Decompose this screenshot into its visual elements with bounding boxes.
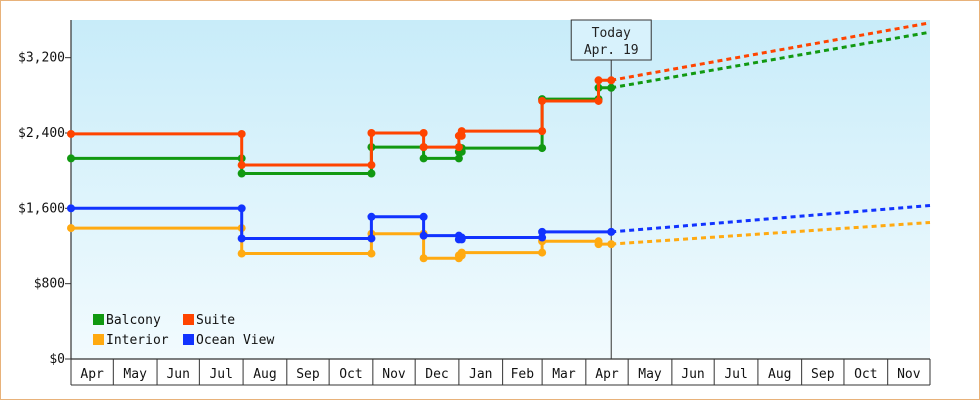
- data-point: [237, 129, 246, 138]
- x-tick-label: Oct: [854, 367, 877, 382]
- data-point: [367, 129, 376, 137]
- x-tick-label: Oct: [339, 367, 362, 382]
- data-point: [237, 161, 246, 170]
- data-point: [607, 83, 616, 92]
- x-tick-label: Nov: [897, 367, 921, 382]
- data-point: [367, 169, 376, 178]
- x-tick-label: Jun: [681, 367, 704, 382]
- legend-swatch-ocean-view: [183, 334, 194, 345]
- data-point: [607, 76, 616, 85]
- x-tick-label: Jul: [724, 367, 747, 382]
- x-tick-label: Feb: [511, 367, 535, 382]
- x-tick-label: May: [123, 367, 147, 382]
- x-tick-label: Sep: [296, 367, 320, 382]
- x-tick-label: Apr: [80, 367, 104, 382]
- legend-label-balcony: Balcony: [106, 313, 161, 328]
- legend-label-interior: Interior: [106, 333, 169, 348]
- x-tick-label: Jan: [469, 367, 492, 382]
- data-point: [67, 224, 75, 233]
- y-tick-label: $800: [34, 277, 65, 292]
- x-tick-label: Jul: [209, 367, 232, 382]
- data-point: [419, 154, 428, 163]
- data-point: [237, 169, 246, 178]
- data-point: [237, 234, 246, 243]
- data-point: [607, 227, 616, 236]
- data-point: [594, 76, 603, 85]
- series-ocean-view: [67, 204, 931, 244]
- data-point: [538, 233, 547, 242]
- y-tick-label: $3,200: [18, 51, 65, 66]
- legend-label-ocean-view: Ocean View: [196, 333, 274, 348]
- series-line-suite: [71, 78, 612, 167]
- data-point: [67, 204, 75, 213]
- y-tick-label: $2,400: [18, 126, 65, 141]
- x-tick-label: Apr: [595, 367, 619, 382]
- x-tick-label: Sep: [811, 367, 835, 382]
- data-point: [454, 143, 463, 152]
- today-date-label: Apr. 19: [584, 43, 639, 58]
- data-point: [538, 144, 547, 153]
- data-point: [67, 129, 75, 138]
- data-point: [607, 240, 616, 249]
- data-point: [457, 233, 466, 242]
- legend-swatch-suite: [183, 314, 194, 325]
- x-tick-label: Mar: [552, 367, 576, 382]
- x-tick-label: Nov: [382, 367, 406, 382]
- data-point: [538, 248, 547, 257]
- today-label: Today: [592, 26, 631, 41]
- x-tick-label: Aug: [253, 367, 276, 382]
- data-point: [419, 143, 428, 152]
- legend-swatch-balcony: [93, 314, 104, 325]
- data-point: [367, 212, 376, 221]
- data-point: [237, 249, 246, 258]
- x-tick-label: Jun: [166, 367, 189, 382]
- data-point: [367, 249, 376, 258]
- legend-label-suite: Suite: [196, 313, 235, 328]
- x-tick-label: Aug: [768, 367, 791, 382]
- data-point: [367, 234, 376, 243]
- series-line-ocean-view: [71, 206, 612, 241]
- x-tick-label: May: [638, 367, 662, 382]
- data-point: [457, 127, 466, 136]
- data-point: [538, 227, 547, 236]
- plot-background: [71, 20, 930, 359]
- series-balcony: [67, 30, 931, 178]
- x-tick-label: Dec: [425, 367, 448, 382]
- data-point: [594, 240, 603, 249]
- data-point: [67, 154, 75, 163]
- y-tick-label: $0: [49, 352, 65, 367]
- legend-swatch-interior: [93, 334, 104, 345]
- data-point: [367, 161, 376, 170]
- data-point: [594, 96, 603, 105]
- data-point: [419, 212, 428, 221]
- data-point: [419, 129, 428, 137]
- y-tick-label: $1,600: [18, 201, 65, 216]
- data-point: [419, 254, 428, 263]
- data-point: [538, 127, 547, 136]
- data-point: [419, 231, 428, 240]
- data-point: [237, 204, 246, 213]
- data-point: [454, 154, 463, 163]
- data-point: [457, 248, 466, 257]
- data-point: [538, 96, 547, 105]
- series-suite: [67, 21, 931, 170]
- today-callout: [570, 19, 652, 61]
